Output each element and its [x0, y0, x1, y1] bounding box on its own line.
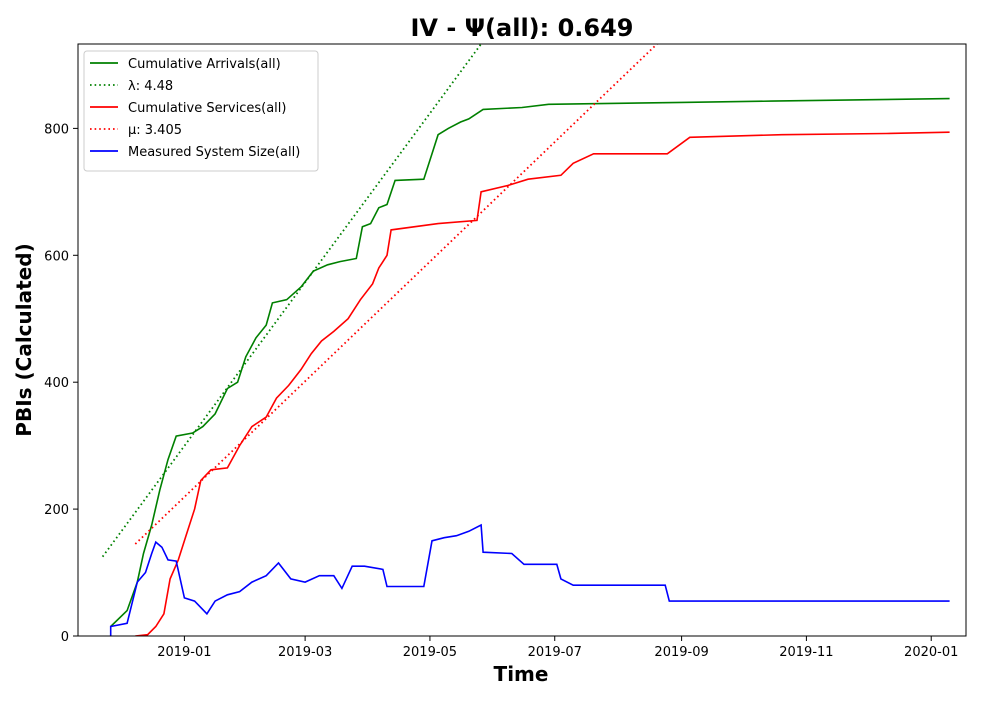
y-tick-label: 600: [44, 249, 69, 264]
plot-frame: [77, 43, 967, 637]
y-tick-label: 800: [44, 122, 69, 137]
x-tick-label: 2019-11: [779, 645, 833, 660]
x-tick-label: 2019-03: [278, 645, 332, 660]
legend-label: Cumulative Services(all): [128, 101, 286, 116]
legend-label: λ: 4.48: [128, 79, 173, 94]
x-tick-label: 2019-01: [157, 645, 211, 660]
y-tick-label: 200: [44, 503, 69, 518]
legend-label: Cumulative Arrivals(all): [128, 57, 281, 72]
axis-ticks: 2019-01 2019-03 2019-05 2019-07 2019-09 2019-…: [44, 122, 958, 660]
series-line-4: [109, 523, 950, 636]
chart-title: IV - Ψ(all): 0.649: [410, 14, 633, 42]
legend-label: Measured System Size(all): [128, 145, 300, 160]
y-tick-label: 0: [61, 630, 69, 645]
x-tick-label: 2019-09: [654, 645, 708, 660]
legend-box: [83, 50, 319, 172]
series-layer: [101, 44, 950, 636]
series-line-0: [110, 97, 950, 628]
y-axis-label: PBIs (Calculated): [12, 243, 36, 436]
legend: Cumulative Arrivals(all) λ: 4.48 Cumulativ…: [83, 50, 319, 172]
x-axis-label: Time: [494, 662, 549, 686]
legend-label: μ: 3.405: [128, 123, 182, 138]
x-tick-label: 2019-05: [403, 645, 457, 660]
y-tick-label: 400: [44, 376, 69, 391]
series-line-2: [135, 131, 950, 636]
series-line-1: [101, 44, 482, 558]
x-tick-label: 2019-07: [528, 645, 582, 660]
series-line-3: [134, 44, 658, 545]
x-tick-label: 2020-01: [904, 645, 958, 660]
